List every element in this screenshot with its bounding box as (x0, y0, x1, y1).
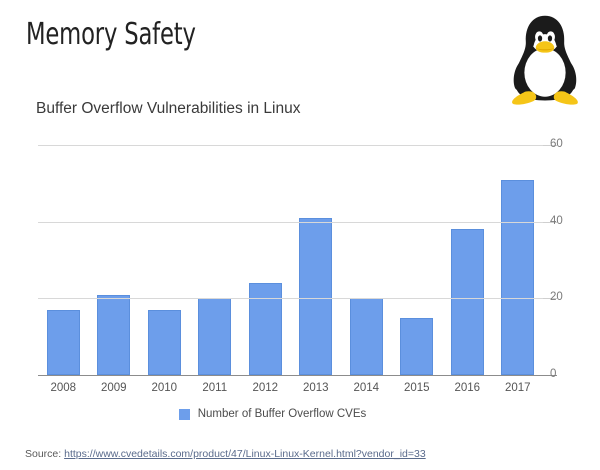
bar-2010[interactable] (147, 309, 181, 375)
bar-2015[interactable] (400, 317, 434, 375)
y-axis-tick-label: 40 (550, 214, 563, 227)
bar-slot-2009: 2009 (89, 145, 140, 394)
source-note: Source: https://www.cvedetails.com/produ… (25, 448, 426, 460)
bar-2014[interactable] (349, 298, 383, 375)
linux-tux-penguin-logo (512, 15, 578, 105)
x-axis-tick-label: 2014 (353, 382, 380, 394)
bar-group: 2008 2009 2010 2011 2012 2013 2014 2015 2016 2017 (38, 145, 544, 394)
y-axis-tick-label: 60 (550, 138, 563, 150)
page-title: Memory Safety (26, 17, 196, 52)
gridline-0 (38, 375, 557, 376)
bar-slot-2014: 2014 (341, 145, 392, 394)
x-axis-tick-label: 2010 (151, 382, 178, 394)
bar-2008[interactable] (46, 309, 80, 375)
bar-slot-2012: 2012 (240, 145, 291, 394)
legend-swatch-icon (178, 408, 190, 420)
tick-stub-0 (543, 375, 557, 376)
bar-slot-2016: 2016 (442, 145, 493, 394)
gridline-60 (38, 145, 557, 146)
bar-2012[interactable] (248, 283, 282, 375)
bar-2009[interactable] (97, 294, 131, 375)
x-axis-tick-label: 2016 (454, 382, 481, 394)
tick-stub-60 (543, 145, 557, 146)
x-axis-tick-label: 2017 (504, 382, 531, 394)
chart-plot-area: 2008 2009 2010 2011 2012 2013 2014 2015 2016 2017… (38, 138, 563, 394)
bar-slot-2011: 2011 (190, 145, 241, 394)
y-axis-tick-label: 20 (550, 291, 563, 304)
tick-stub-40 (543, 221, 557, 223)
bar-2013[interactable] (299, 217, 333, 375)
y-axis-tick-label: 0 (550, 368, 557, 380)
bar-slot-2008: 2008 (38, 145, 89, 394)
source-prefix: Source: (25, 448, 65, 460)
bar-2017[interactable] (501, 179, 535, 375)
legend-label: Number of Buffer Overflow CVEs (197, 408, 367, 420)
bar-2016[interactable] (450, 229, 484, 375)
bar-slot-2010: 2010 (139, 145, 190, 394)
bar-slot-2017: 2017 (493, 145, 544, 394)
x-axis-tick-label: 2008 (50, 382, 77, 394)
x-axis-tick-label: 2013 (302, 382, 329, 394)
bar-2011[interactable] (198, 298, 232, 375)
bar-slot-2013: 2013 (291, 145, 342, 394)
gridline-20 (38, 298, 557, 300)
bar-slot-2015: 2015 (392, 145, 443, 394)
tick-stub-20 (543, 298, 557, 300)
gridline-40 (38, 221, 557, 223)
x-axis-tick-label: 2012 (252, 382, 279, 394)
chart-legend: Number of Buffer Overflow CVEs (0, 408, 545, 420)
chart-title: Buffer Overflow Vulnerabilities in Linux (36, 100, 301, 117)
chart-container: Buffer Overflow Vulnerabilities in Linux… (0, 96, 600, 446)
x-axis-tick-label: 2009 (100, 382, 127, 394)
x-axis-tick-label: 2015 (403, 382, 430, 394)
x-axis-tick-label: 2011 (202, 382, 228, 394)
source-link[interactable]: https://www.cvedetails.com/product/47/Li… (64, 448, 426, 460)
